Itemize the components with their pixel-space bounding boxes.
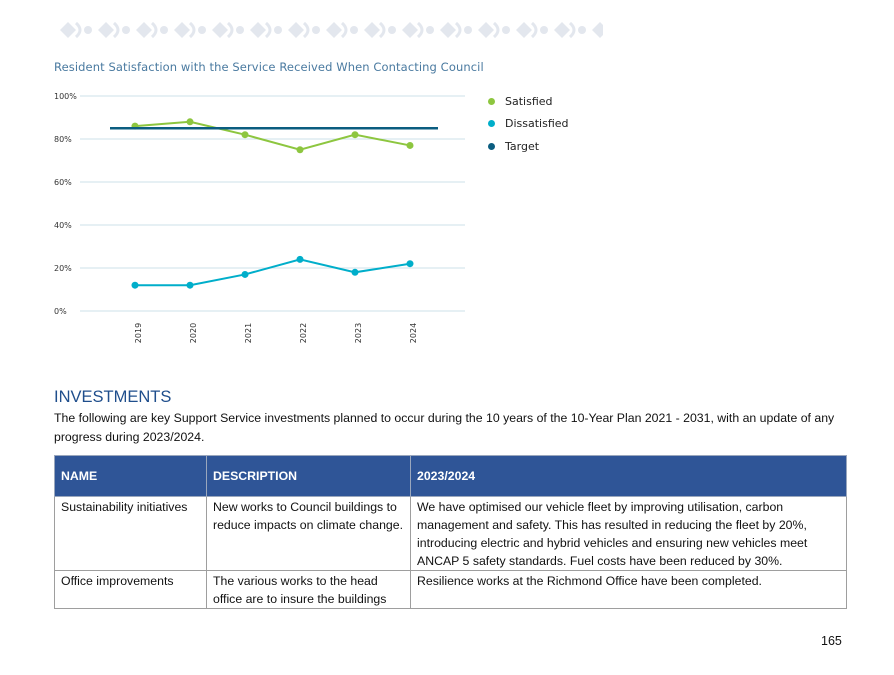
series-line-satisfied [134,120,411,151]
data-point-dissatisfied [186,281,194,289]
legend-label-dissatisfied: Dissatisfied [505,117,569,131]
y-tick-label: 100% [54,92,77,101]
y-tick-label: 40% [54,221,72,230]
page-number: 165 [821,634,842,648]
data-point-dissatisfied [351,268,359,276]
legend-item-dissatisfied: Dissatisfied [488,113,569,136]
legend-dot-target [488,142,495,150]
investments-table: NAME DESCRIPTION 2023/2024 Sustainabilit… [54,455,847,609]
legend-label-satisfied: Satisfied [505,94,553,108]
y-tick-label: 0% [54,307,67,316]
legend-item-satisfied: Satisfied [488,90,569,113]
legend-dot-dissatisfied [488,120,495,128]
cell-name: Sustainability initiatives [54,496,207,571]
x-tick-label: 2019 [134,323,143,343]
x-tick-label: 2022 [299,323,308,343]
data-point-dissatisfied [241,270,249,278]
header-update: 2023/2024 [410,455,847,497]
legend-dot-satisfied [488,97,495,105]
x-tick-label: 2023 [354,323,363,343]
legend-item-target: Target [488,135,569,158]
series-line-dissatisfied [135,258,411,287]
data-point-satisfied [406,141,414,149]
x-tick-label: 2021 [244,323,253,343]
y-tick-label: 20% [54,264,72,273]
x-tick-label: 2024 [409,323,418,343]
data-point-dissatisfied [131,281,139,289]
table-row: Sustainability initiatives New works to … [54,496,847,571]
header-description: DESCRIPTION [206,455,411,497]
data-point-satisfied [186,118,194,126]
legend-label-target: Target [505,139,540,153]
data-point-dissatisfied [296,255,304,263]
header-name: NAME [54,455,207,497]
section-heading: INVESTMENTS [54,388,172,406]
data-point-satisfied [351,131,359,139]
decorative-pattern-banner [58,19,603,41]
data-point-satisfied [296,146,304,154]
cell-update: We have optimised our vehicle fleet by i… [410,496,847,571]
cell-name: Office improvements [54,570,207,609]
table-header-row: NAME DESCRIPTION 2023/2024 [54,455,847,497]
cell-update: Resilience works at the Richmond Office … [410,570,847,609]
cell-description: New works to Council buildings to reduce… [206,496,411,571]
chart-title: Resident Satisfaction with the Service R… [54,60,484,74]
data-point-satisfied [241,131,249,139]
chart-legend: Satisfied Dissatisfied Target [488,90,569,158]
x-tick-label: 2020 [189,323,198,343]
table-row: Office improvements The various works to… [54,570,847,609]
y-tick-label: 60% [54,178,72,187]
cell-description: The various works to the head office are… [206,570,411,609]
section-intro: The following are key Support Service in… [54,411,835,444]
y-tick-label: 80% [54,135,72,144]
satisfaction-line-chart: 0% 20% 40% 60% 80% 100% 2019 2020 2021 2022 2023 20… [54,92,465,343]
data-point-dissatisfied [406,260,414,268]
